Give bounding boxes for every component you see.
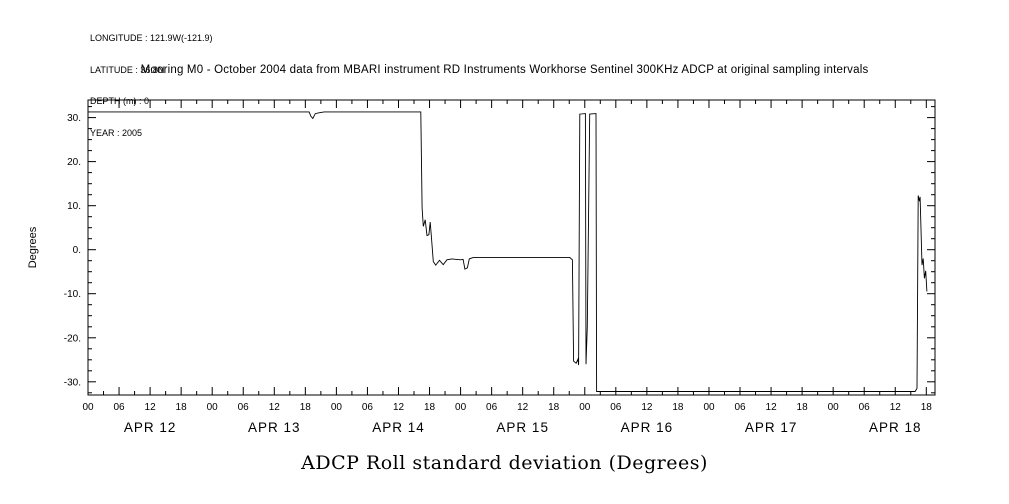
chart-canvas: 00 06 12 18 00 06 12 18 00 06 12 18 00 06 12 18 00 06 12 18… (27, 99, 936, 435)
chart-title: ADCP Roll standard deviation (Degrees) (301, 452, 708, 474)
x-tick-label: 18 (548, 402, 560, 413)
x-tick-label: 12 (766, 402, 778, 413)
x-tick-label: 06 (610, 402, 622, 413)
metadata-year: YEAR : 2005 (90, 127, 143, 138)
y-tick-label: -30. (64, 377, 81, 388)
y-tick-label: -20. (64, 333, 81, 344)
x-tick-label: 12 (145, 402, 157, 413)
x-tick-label: 12 (269, 402, 281, 413)
x-tick-label: 00 (331, 402, 343, 413)
x-tick-label: 18 (424, 402, 436, 413)
x-tick-label: 18 (176, 402, 188, 413)
y-tick-label: 20. (67, 157, 81, 168)
y-tick-label: 10. (67, 201, 81, 212)
x-tick-label: 00 (82, 402, 94, 413)
x-day-label: APR 15 (496, 420, 549, 435)
y-axis-title: Degrees (27, 226, 39, 268)
y-tick-label: -10. (64, 289, 81, 300)
x-day-label: APR 17 (745, 420, 798, 435)
data-line (88, 111, 928, 392)
plot-subtitle: Mooring M0 - October 2004 data from MBAR… (140, 64, 869, 76)
y-tick-label: 0. (73, 245, 81, 256)
x-tick-label: 18 (672, 402, 684, 413)
x-tick-label: 18 (921, 402, 933, 413)
metadata-latitude: LATITUDE : 36.8N (90, 64, 165, 75)
x-tick-label: 18 (300, 402, 312, 413)
metadata-depth: DEPTH (m) : 0 (90, 96, 150, 106)
x-tick-label: 12 (393, 402, 405, 413)
x-day-label: APR 12 (124, 420, 177, 435)
x-day-label: APR 18 (869, 420, 922, 435)
metadata-longitude: LONGITUDE : 121.9W(-121.9) (90, 33, 213, 43)
x-tick-label: 06 (238, 402, 250, 413)
x-tick-label: 06 (859, 402, 871, 413)
x-day-label: APR 16 (621, 420, 674, 435)
metadata-block: LONGITUDE : 121.9W(-121.9) LATITUDE : 36… (90, 12, 213, 159)
y-tick-label: 30. (67, 113, 81, 124)
x-day-label: APR 13 (248, 420, 301, 435)
x-tick-label: 12 (641, 402, 653, 413)
x-tick-label: 06 (486, 402, 498, 413)
x-tick-label: 00 (703, 402, 715, 413)
x-tick-label: 12 (890, 402, 902, 413)
x-tick-label: 12 (517, 402, 529, 413)
x-tick-label: 06 (113, 402, 125, 413)
x-tick-label: 18 (797, 402, 809, 413)
x-tick-label: 00 (579, 402, 591, 413)
plot-frame (87, 99, 936, 396)
x-tick-label: 00 (455, 402, 467, 413)
x-tick-label: 00 (207, 402, 219, 413)
x-tick-label: 00 (828, 402, 840, 413)
x-day-label: APR 14 (372, 420, 425, 435)
x-tick-label: 06 (734, 402, 746, 413)
x-tick-label: 06 (362, 402, 374, 413)
